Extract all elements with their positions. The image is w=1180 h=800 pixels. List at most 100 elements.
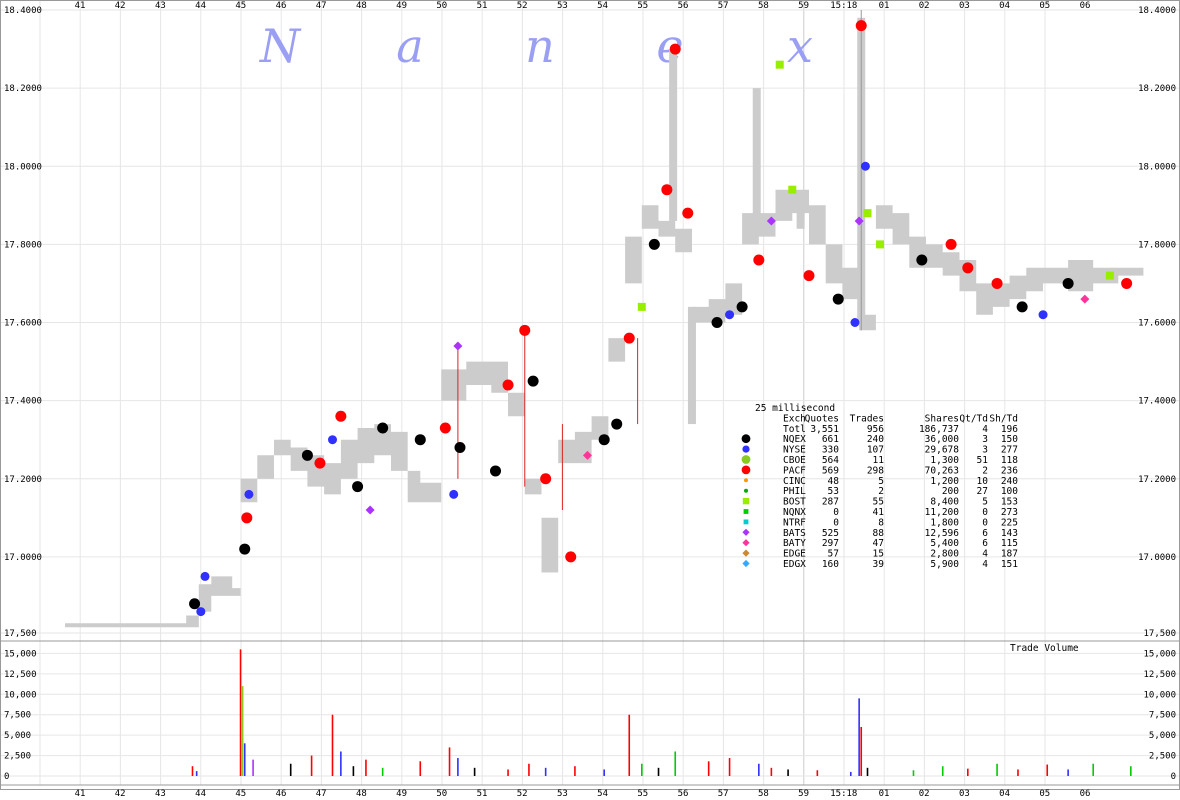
x-tick-label-bottom: 57: [718, 789, 729, 799]
quote-marker: [788, 185, 797, 194]
x-tick-label-top: 46: [276, 1, 287, 11]
legend-cell: 287: [822, 497, 839, 508]
volume-bar: [640, 763, 643, 776]
volume-bar: [1130, 766, 1132, 776]
legend-cell: NYSE: [783, 445, 806, 456]
legend-cell: 160: [822, 559, 839, 570]
legend-cell: PHIL: [783, 486, 806, 497]
quote-marker: [854, 216, 864, 226]
quote-marker: [623, 332, 635, 344]
quote-marker: [648, 238, 660, 250]
spread-spike: [687, 306, 696, 425]
volume-bar: [1017, 769, 1019, 776]
x-tick-label-top: 51: [477, 1, 488, 11]
spread-spike: [669, 49, 678, 221]
legend-cell: 48: [828, 476, 840, 487]
legend-cell: NTRF: [783, 517, 806, 528]
legend-marker: [741, 465, 751, 475]
volume-bar: [381, 767, 384, 776]
legend-cell: PACF: [783, 465, 806, 476]
quote-marker: [669, 43, 681, 55]
quote-marker: [365, 505, 375, 515]
volume-bar: [448, 747, 451, 776]
legend-marker: [741, 455, 751, 464]
x-tick-label-top: 48: [356, 1, 367, 11]
legend-title: 25 millisecond: [755, 403, 835, 414]
quote-marker: [725, 310, 735, 320]
x-tick-label-bottom: 51: [477, 789, 488, 799]
legend-cell: CINC: [783, 476, 806, 487]
x-tick-label-top: 47: [316, 1, 327, 11]
quote-marker: [328, 435, 337, 445]
x-tick-label-bottom: 41: [75, 789, 86, 799]
volume-bar: [674, 751, 677, 776]
volume-bar: [912, 770, 915, 776]
quote-marker: [860, 161, 870, 171]
legend-cell: 0: [982, 517, 988, 528]
quote-marker: [803, 270, 815, 282]
quote-marker: [863, 209, 872, 218]
x-tick-label-bottom: 58: [758, 789, 769, 799]
legend-cell: 51: [977, 455, 989, 466]
quote-marker: [540, 473, 552, 485]
legend-marker: [743, 509, 749, 514]
legend-cell: 143: [1001, 528, 1018, 539]
legend-cell: 186,737: [919, 424, 959, 435]
y-tick-label-right: 17.8000: [1138, 240, 1176, 250]
quote-marker: [352, 481, 364, 493]
quote-marker: [519, 324, 531, 336]
legend-cell: 100: [1001, 486, 1018, 497]
x-tick-label-top: 57: [718, 1, 729, 11]
legend-cell: 5,900: [930, 559, 959, 570]
x-tick-label-top: 42: [115, 1, 126, 11]
legend-cell: 240: [1001, 476, 1018, 487]
volume-bar: [331, 714, 334, 776]
volume-bar: [860, 726, 863, 776]
legend-header: Exch: [783, 413, 806, 424]
legend-cell: 1,300: [930, 455, 959, 466]
x-tick-label-bottom: 03: [959, 789, 970, 799]
legend-cell: 36,000: [925, 434, 960, 445]
legend-cell: EDGX: [783, 559, 806, 570]
volume-bar: [191, 766, 194, 776]
quote-marker: [832, 293, 844, 305]
quote-marker: [189, 598, 201, 610]
volume-bar: [657, 767, 660, 776]
vol-tick-label-left: 12,500: [4, 670, 37, 680]
x-tick-label-top: 41: [75, 1, 86, 11]
x-tick-label-top: 49: [396, 1, 407, 11]
legend-cell: 330: [822, 445, 839, 456]
legend-marker: [743, 519, 749, 525]
quote-marker: [711, 317, 723, 328]
legend-marker: [742, 528, 750, 536]
legend-cell: 525: [822, 528, 839, 539]
legend-cell: 0: [833, 507, 839, 518]
legend-cell: Totl: [783, 424, 806, 435]
legend-cell: 107: [867, 445, 884, 456]
legend-cell: 151: [1001, 559, 1018, 570]
y-tick-label-left: 17.8000: [4, 240, 42, 250]
x-tick-label-bottom: 53: [557, 789, 568, 799]
volume-bar: [239, 649, 242, 776]
quote-marker: [314, 457, 326, 469]
volume-bar: [310, 755, 313, 776]
x-tick-label-top: 55: [637, 1, 648, 11]
volume-bar: [628, 714, 631, 776]
quote-marker: [1062, 277, 1074, 289]
quote-markers: [189, 20, 1133, 617]
volume-bar: [340, 751, 342, 776]
volume-bar: [603, 769, 605, 776]
legend-cell: 115: [1001, 538, 1018, 549]
vol-tick-label-right: 15,000: [1143, 649, 1176, 659]
legend-cell: 5: [878, 476, 884, 487]
x-tick-label-bottom: 59: [798, 789, 809, 799]
vol-tick-label-right: 0: [1171, 772, 1176, 782]
x-tick-label-top: 50: [436, 1, 447, 11]
x-tick-label-bottom: 55: [637, 789, 648, 799]
volume-title: Trade Volume: [1010, 643, 1079, 654]
quote-marker: [850, 318, 860, 327]
quote-marker: [449, 489, 459, 499]
